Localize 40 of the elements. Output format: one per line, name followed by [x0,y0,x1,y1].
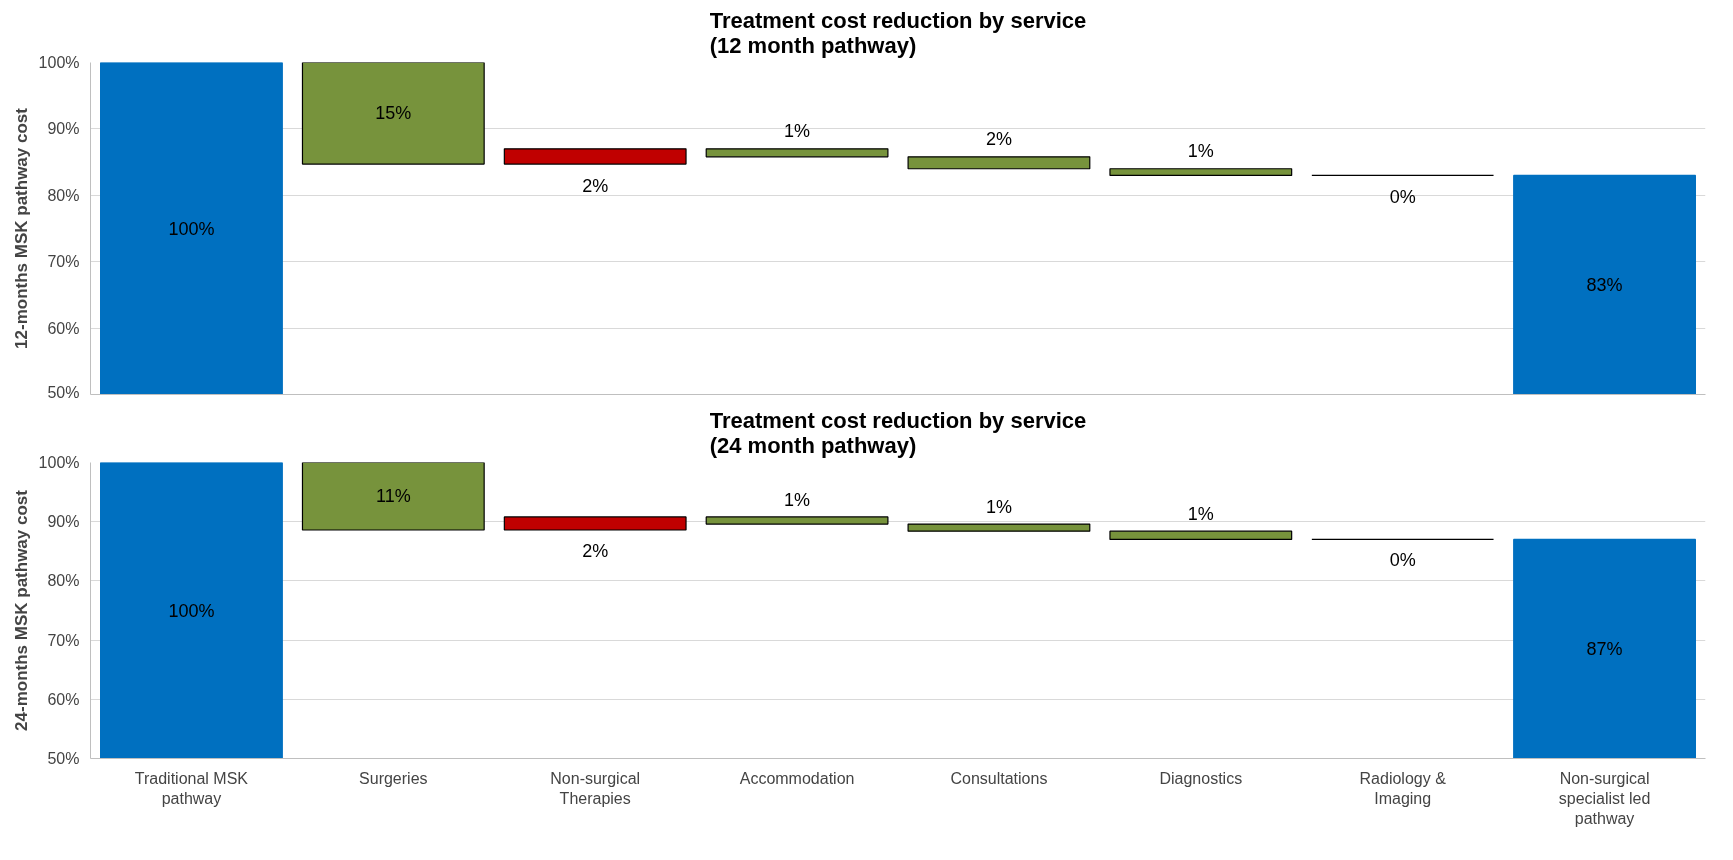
y-tick-label: 70% [47,253,80,271]
y-tick-label: 80% [47,186,80,204]
y-tick-label: 100% [38,54,80,71]
data-label: 83% [1586,274,1623,295]
data-label: 2% [582,540,609,561]
x-tick-label: Traditional MSK pathway [134,769,249,807]
data-label: 15% [375,103,412,124]
y-tick-label: 60% [47,319,80,337]
chart-title: Treatment cost reduction by service (12 month pathway) [709,7,1087,58]
x-tick-label: Consultations [950,769,1048,787]
data-label: 2% [582,176,609,197]
data-label: 100% [168,600,215,621]
data-label: 1% [985,496,1012,517]
x-tick-label: Non-surgical specialist led pathway [1558,769,1651,828]
chart-title: Treatment cost reduction by service (24 month pathway) [709,407,1087,458]
data-label: 1% [1187,504,1214,525]
x-tick-label: Accommodation [739,769,855,787]
data-label: 0% [1389,550,1416,571]
y-tick-label: 50% [47,750,80,767]
x-tick-label: Non-surgical Therapies [550,769,641,807]
y-tick-label: 50% [47,383,80,401]
y-tick-label: 80% [47,572,80,590]
x-tick-label: Diagnostics [1159,769,1243,787]
data-label: 87% [1586,638,1623,659]
data-label: 1% [784,120,811,141]
y-axis-title: 12-months MSK pathway cost [11,107,31,349]
y-axis-title: 24-months MSK pathway cost [11,489,31,731]
y-tick-label: 100% [38,454,80,471]
data-label: 1% [1187,140,1214,161]
data-label: 11% [375,486,411,507]
data-label: 1% [784,489,811,510]
data-label: 2% [985,128,1012,149]
data-label: 100% [168,218,215,239]
x-tick-label: Surgeries [359,769,428,787]
y-tick-label: 90% [47,513,80,531]
data-label: 0% [1389,187,1416,208]
y-tick-label: 70% [47,631,80,649]
x-tick-label: Radiology & Imaging [1359,769,1447,807]
y-tick-label: 90% [47,120,80,138]
y-tick-label: 60% [47,690,80,708]
